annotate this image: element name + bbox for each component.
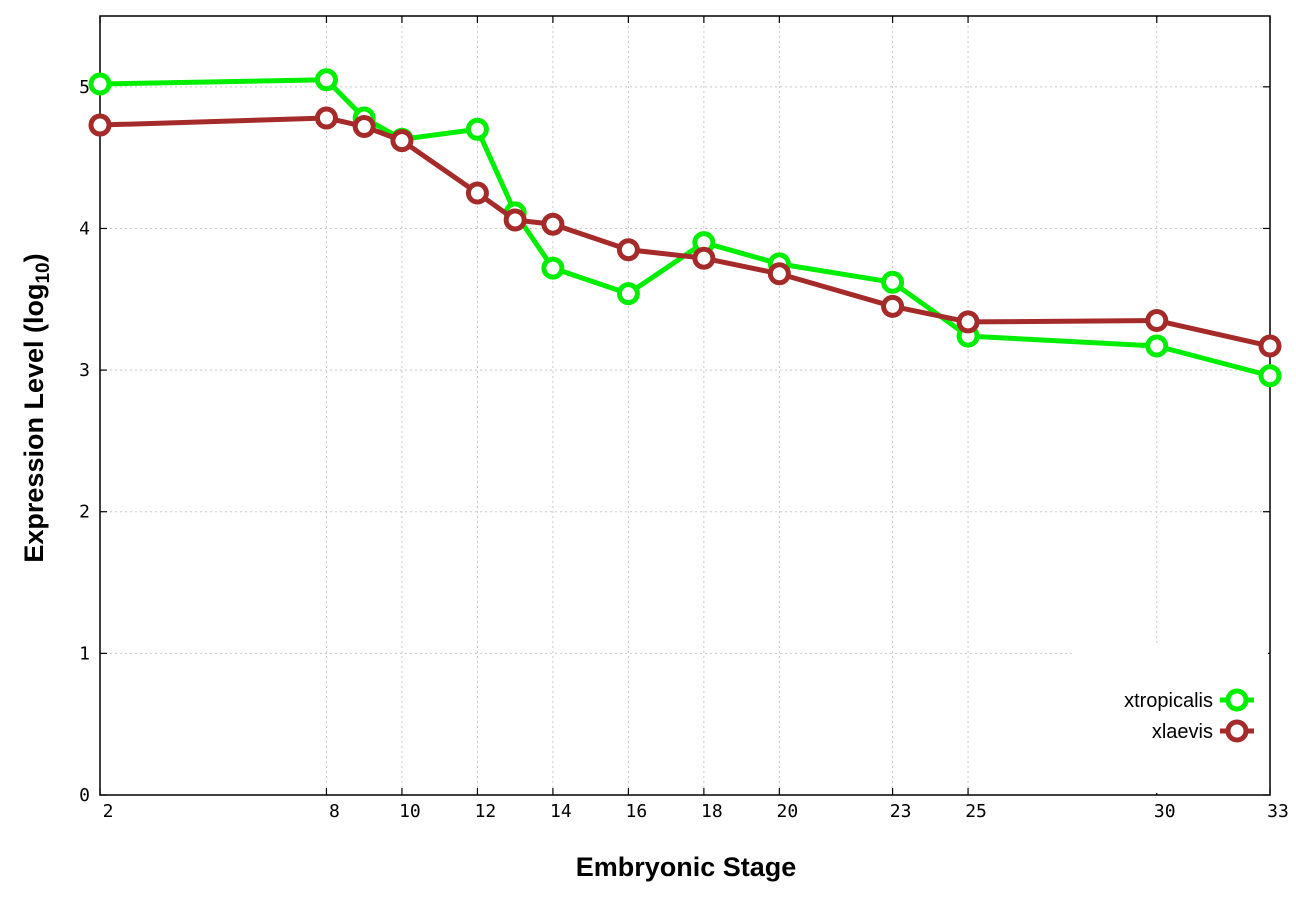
series-line-xlaevis bbox=[99, 115, 1271, 349]
data-point-xtropicalis bbox=[88, 72, 112, 96]
data-point-xlaevis bbox=[88, 113, 112, 137]
y-tick-label: 5 bbox=[79, 77, 90, 98]
series-line-xtropicalis bbox=[99, 77, 1271, 379]
x-tick-label: 18 bbox=[701, 801, 723, 822]
data-point-xtropicalis bbox=[314, 68, 338, 92]
legend: xtropicalis xlaevis bbox=[1072, 643, 1268, 793]
y-tick-label: 4 bbox=[79, 218, 90, 239]
legend-label-xlaevis: xlaevis bbox=[1152, 721, 1213, 743]
y-tick-label: 3 bbox=[79, 360, 90, 381]
data-point-xtropicalis bbox=[1258, 364, 1282, 388]
data-point-xlaevis bbox=[881, 294, 905, 318]
legend-marker-xlaevis bbox=[1225, 719, 1249, 743]
data-point-xtropicalis bbox=[1145, 334, 1169, 358]
data-point-xlaevis bbox=[1145, 309, 1169, 333]
data-point-xtropicalis bbox=[541, 256, 565, 280]
data-point-xlaevis bbox=[1258, 334, 1282, 358]
legend-label-xtropicalis: xtropicalis bbox=[1124, 690, 1213, 712]
y-axis-title: Expression Level (log10) bbox=[19, 253, 54, 562]
x-axis-title: Embryonic Stage bbox=[576, 852, 797, 882]
x-tick-label: 2 bbox=[103, 801, 114, 822]
x-tick-label: 12 bbox=[475, 801, 497, 822]
legend-entry-xtropicalis: xtropicalis bbox=[1124, 688, 1254, 712]
data-point-xlaevis bbox=[390, 129, 414, 153]
x-tick-label: 25 bbox=[965, 801, 987, 822]
y-axis-title-close: ) bbox=[19, 253, 49, 262]
x-tick-label: 20 bbox=[777, 801, 799, 822]
y-axis-title-main: Expression Level (log bbox=[19, 284, 49, 563]
x-tick-label: 14 bbox=[550, 801, 572, 822]
x-tick-label: 23 bbox=[890, 801, 912, 822]
data-point-xlaevis bbox=[956, 310, 980, 334]
x-tick-label: 16 bbox=[626, 801, 648, 822]
data-series bbox=[88, 68, 1282, 388]
data-point-xlaevis bbox=[465, 181, 489, 205]
data-point-xlaevis bbox=[352, 114, 376, 138]
x-tick-label: 10 bbox=[399, 801, 421, 822]
data-point-xlaevis bbox=[314, 106, 338, 130]
y-tick-label: 2 bbox=[79, 502, 90, 523]
y-axis-title-subscript: 10 bbox=[33, 262, 54, 283]
series-xlaevis bbox=[88, 106, 1282, 358]
x-tick-label: 30 bbox=[1154, 801, 1176, 822]
data-point-xlaevis bbox=[541, 212, 565, 236]
data-point-xtropicalis bbox=[616, 282, 640, 306]
legend-marker-xtropicalis bbox=[1225, 688, 1249, 712]
data-point-xlaevis bbox=[767, 262, 791, 286]
y-tick-label: 0 bbox=[79, 785, 90, 806]
data-point-xlaevis bbox=[616, 238, 640, 262]
plot-frame bbox=[99, 15, 1271, 796]
legend-background bbox=[1072, 643, 1268, 793]
data-point-xlaevis bbox=[692, 246, 716, 270]
x-tick-label: 33 bbox=[1267, 801, 1289, 822]
data-point-xtropicalis bbox=[881, 270, 905, 294]
data-point-xlaevis bbox=[503, 208, 527, 232]
y-tick-label: 1 bbox=[79, 643, 90, 664]
data-point-xtropicalis bbox=[465, 117, 489, 141]
legend-entry-xlaevis: xlaevis bbox=[1152, 719, 1254, 743]
x-tick-label: 8 bbox=[329, 801, 340, 822]
